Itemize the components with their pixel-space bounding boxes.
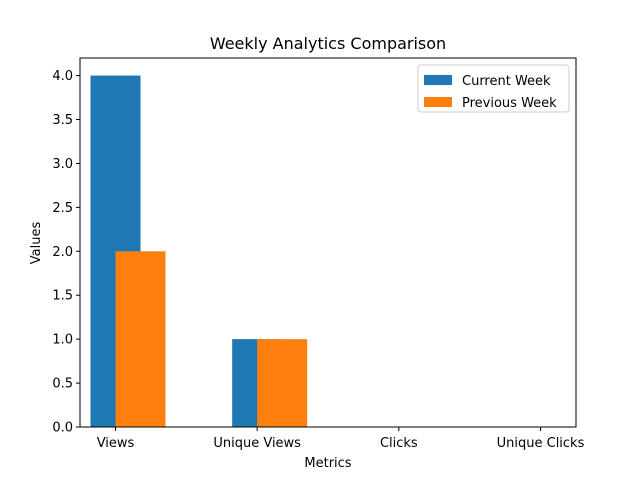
legend: Current Week Previous Week: [417, 64, 570, 113]
y-axis-label: Values: [29, 222, 44, 265]
x-tick-label: Views: [97, 436, 135, 451]
y-tick-label: 0.5: [52, 377, 73, 392]
legend-box: [417, 64, 570, 113]
y-tick-label: 1.0: [52, 333, 73, 348]
y-tick-label: 0.0: [52, 421, 73, 436]
y-tick-label: 1.5: [52, 289, 73, 304]
y-tick-label: 2.0: [52, 245, 73, 260]
y-tick-label: 4.0: [52, 69, 73, 84]
y-tick-label: 2.5: [52, 201, 73, 216]
plot-frame: [79, 57, 577, 428]
x-tick-label: Clicks: [380, 436, 418, 451]
bar-previous-views: [115, 251, 166, 427]
x-axis-label: Metrics: [304, 456, 351, 471]
legend-label-current: Current Week: [462, 74, 551, 89]
legend-swatch-current: [424, 75, 452, 85]
legend-label-previous: Previous Week: [462, 96, 557, 111]
x-tick-label: Unique Views: [213, 436, 301, 451]
x-tick-label: Unique Clicks: [497, 436, 585, 451]
plot-area: 0.0 0.5 1.0 1.5 2.0 2.5 3.0 3.5 4.0 Views Unique V…: [52, 57, 585, 451]
y-tick-label: 3.0: [52, 157, 73, 172]
bar-previous-unique-views: [257, 339, 308, 427]
chart-title: Weekly Analytics Comparison: [210, 34, 446, 53]
y-tick-label: 3.5: [52, 113, 73, 128]
legend-swatch-previous: [424, 97, 452, 107]
